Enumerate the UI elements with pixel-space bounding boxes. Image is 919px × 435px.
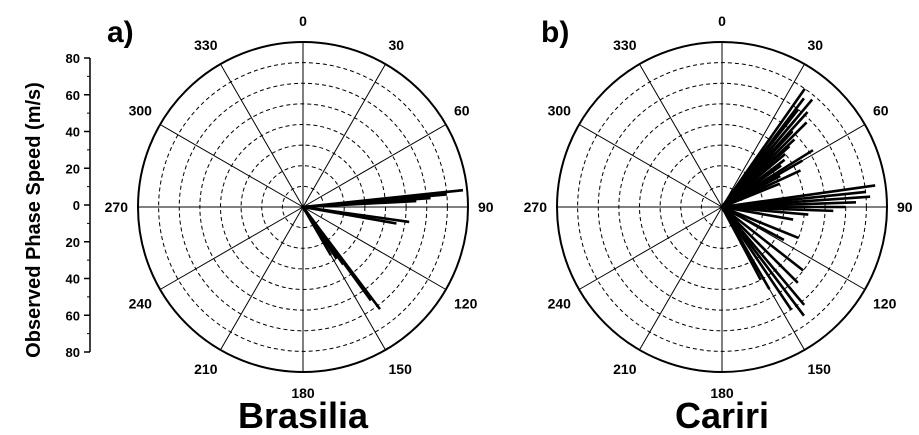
grid-spoke — [220, 206, 304, 351]
grid-spoke — [578, 206, 723, 290]
speed-segment — [721, 205, 785, 242]
angle-label: 120 — [873, 296, 897, 312]
y-tick-label: 0 — [73, 198, 80, 213]
speed-segment — [721, 182, 780, 209]
y-tick-label: 40 — [66, 125, 80, 140]
y-ticks: 80 60 40 20 0 20 40 60 80 — [66, 51, 90, 360]
angle-label: 60 — [454, 103, 470, 119]
speed-segment — [720, 206, 762, 281]
station-label-b: Cariri — [675, 395, 769, 435]
grid-spoke — [578, 124, 723, 208]
speed-segment — [302, 199, 417, 209]
y-tick-label: 60 — [66, 308, 80, 323]
angle-label: 30 — [808, 37, 824, 53]
panel-label-a: a) — [107, 16, 134, 49]
angle-label: 90 — [897, 199, 913, 215]
grid-spoke — [639, 63, 723, 208]
angle-label: 300 — [129, 103, 153, 119]
angle-label: 0 — [299, 13, 307, 29]
angle-label: 180 — [291, 385, 315, 401]
angle-labels-b: 0 30 60 90 120 150 180 210 240 270 300 330 — [524, 13, 913, 401]
station-label-a: Brasilia — [238, 395, 369, 435]
grid-spoke — [302, 63, 386, 208]
grid-spoke — [302, 206, 447, 290]
y-axis: Observed Phase Speed (m/s) 80 60 40 20 0 20 40… — [23, 51, 91, 360]
speed-segment — [301, 206, 329, 247]
angle-label: 270 — [105, 199, 129, 215]
speed-segment — [302, 205, 397, 225]
angle-labels-a: 0 30 60 90 120 150 180 210 240 270 300 330 — [105, 13, 494, 401]
speed-segment — [721, 205, 805, 272]
angle-label: 90 — [478, 199, 494, 215]
angle-label: 330 — [613, 37, 637, 53]
y-tick-label: 60 — [66, 88, 80, 103]
grid-spoke — [721, 63, 805, 208]
speed-segment — [721, 205, 799, 240]
grid-spoke — [220, 63, 304, 208]
y-axis-title: Observed Phase Speed (m/s) — [23, 82, 45, 358]
angle-label: 240 — [129, 296, 153, 312]
angle-label: 210 — [194, 361, 218, 377]
angle-label: 0 — [718, 13, 726, 29]
panel-b: 0 30 60 90 120 150 180 210 240 270 300 330 b) Carir… — [524, 13, 913, 435]
angle-label: 270 — [524, 199, 548, 215]
grid-spoke — [639, 206, 723, 351]
speed-segments-b — [720, 87, 876, 317]
panel-a: 0 30 60 90 120 150 180 210 240 270 300 330 a) Brasi… — [105, 13, 494, 435]
y-tick-label: 40 — [66, 272, 80, 287]
y-tick-label: 20 — [66, 235, 80, 250]
y-tick-label: 80 — [66, 345, 80, 360]
angle-label: 120 — [454, 296, 478, 312]
grid-spoke — [159, 206, 304, 290]
angle-label: 60 — [873, 103, 889, 119]
panel-label-b: b) — [541, 16, 569, 49]
angle-label: 240 — [548, 296, 572, 312]
speed-segments-a — [301, 188, 464, 310]
angle-label: 150 — [808, 361, 832, 377]
angle-label: 210 — [613, 361, 637, 377]
polar-grid-a — [137, 41, 469, 373]
angle-label: 300 — [548, 103, 572, 119]
grid-spoke — [302, 124, 447, 208]
angle-label: 330 — [194, 37, 218, 53]
y-tick-label: 80 — [66, 51, 80, 66]
speed-segment — [720, 206, 793, 311]
angle-label: 150 — [389, 361, 413, 377]
speed-segment — [721, 206, 799, 284]
y-tick-label: 20 — [66, 161, 80, 176]
grid-spoke — [159, 124, 304, 208]
speed-segment — [721, 205, 794, 221]
angle-label: 30 — [389, 37, 405, 53]
angle-label: 180 — [710, 385, 734, 401]
